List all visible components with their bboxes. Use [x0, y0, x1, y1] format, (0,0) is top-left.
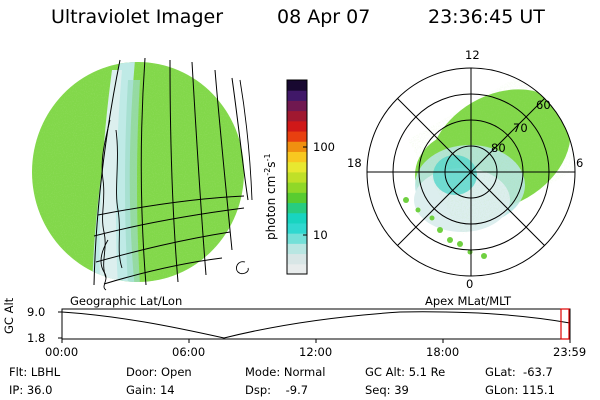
mlat-label-80: 80 [491, 141, 506, 155]
geographic-image [32, 57, 253, 291]
info-gc-alt: GC Alt: 5.1 Re [365, 365, 446, 379]
mlat-label-70: 70 [513, 121, 528, 135]
timeline-ylabel: GC Alt [2, 297, 16, 334]
timeline-ytick-bottom: 1.8 [27, 331, 46, 345]
colorbar-segment [287, 100, 307, 112]
colorbar-segment [287, 171, 307, 183]
info-ip: IP: 36.0 [9, 383, 53, 397]
colorbar-segment [287, 182, 307, 193]
info-glat: GLat: -63.7 [485, 365, 553, 379]
colorbar-segment [287, 253, 307, 265]
mlat-label-60: 60 [536, 98, 551, 112]
colorbar-segment [287, 110, 307, 122]
colorbar-segment [287, 192, 307, 204]
colorbar-segment [287, 233, 307, 244]
right-panel-caption: Apex MLat/MLT [425, 294, 512, 308]
mlt-label-18: 18 [347, 156, 362, 170]
timeline-xtick-2: 12:00 [299, 345, 333, 359]
timeline-xtick-1: 06:00 [172, 345, 206, 359]
colorbar-unit-label: photon cm-2s-1 [263, 153, 278, 240]
colorbar-segment [287, 263, 307, 275]
timeline-xtick-4: 23:59 [553, 345, 587, 359]
mlt-label-0: 0 [466, 277, 474, 291]
mlt-label-12: 12 [465, 48, 480, 62]
colorbar-segment [287, 212, 307, 224]
timeline-ytick-top: 9.0 [27, 305, 46, 319]
info-filter: Flt: LBHL [9, 365, 61, 379]
colorbar-segment [287, 202, 307, 214]
colorbar-segment [287, 243, 307, 255]
left-panel-caption: Geographic Lat/Lon [70, 294, 183, 308]
altitude-timeline [58, 308, 571, 343]
info-gain: Gain: 14 [126, 383, 175, 397]
colorbar-segment [287, 120, 307, 132]
info-door: Door: Open [126, 365, 192, 379]
colorbar-segment [287, 80, 307, 91]
colorbar-segment [287, 141, 307, 152]
info-glon: GLon: 115.1 [485, 383, 555, 397]
info-dsp: Dsp: -9.7 [245, 383, 309, 397]
timeline-xtick-0: 00:00 [45, 345, 79, 359]
colorbar-segment [287, 161, 307, 173]
colorbar [286, 79, 308, 275]
timeline-xtick-3: 18:00 [426, 345, 460, 359]
polar-plot [366, 67, 576, 277]
current-time-marker [560, 308, 570, 340]
colorbar-segment [287, 151, 307, 163]
colorbar-segment [287, 222, 307, 234]
colorbar-segment [287, 131, 307, 142]
info-seq: Seq: 39 [365, 383, 409, 397]
colorbar-tick-100: 100 [313, 140, 335, 154]
time-label: 23:36:45 UT [428, 6, 545, 28]
mlt-label-6: 6 [576, 156, 584, 170]
instrument-title: Ultraviolet Imager [51, 6, 224, 28]
colorbar-segment [287, 90, 307, 101]
colorbar-tick-10: 10 [313, 228, 328, 242]
info-mode: Mode: Normal [245, 365, 326, 379]
date-label: 08 Apr 07 [277, 6, 371, 28]
